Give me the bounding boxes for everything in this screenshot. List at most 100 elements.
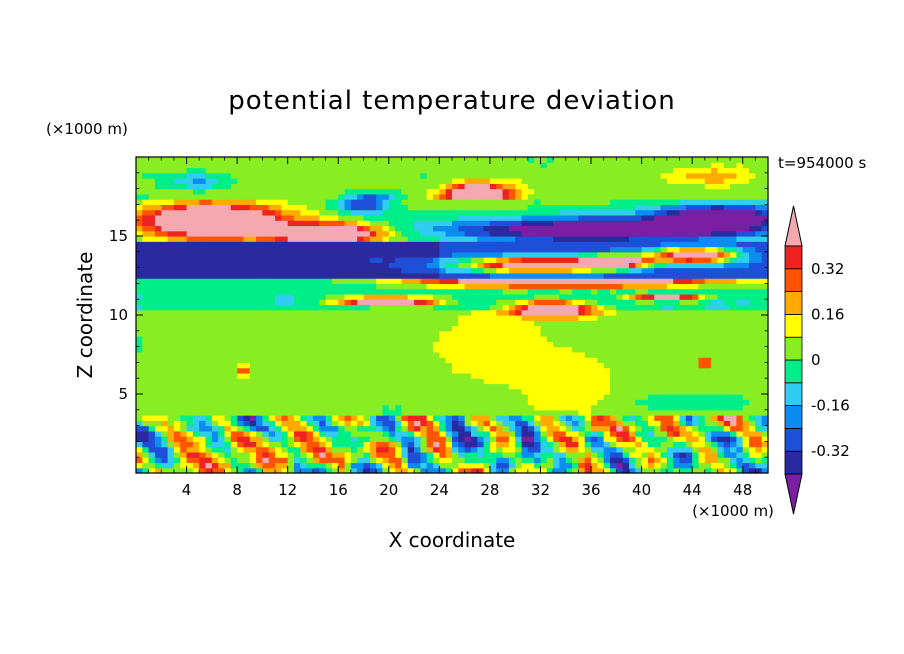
heatmap-cell <box>647 188 655 195</box>
heatmap-cell <box>211 462 219 469</box>
heatmap-cell <box>306 409 314 416</box>
heatmap-cell <box>142 220 150 227</box>
heatmap-cell <box>534 304 542 311</box>
heatmap-cell <box>173 404 181 411</box>
heatmap-cell <box>584 199 592 205</box>
heatmap-cell <box>218 404 226 411</box>
heatmap-cell <box>344 283 352 290</box>
heatmap-cell <box>388 330 396 337</box>
heatmap-cell <box>433 372 440 379</box>
heatmap-cell <box>294 430 301 437</box>
heatmap-cell <box>256 299 263 306</box>
heatmap-cell <box>654 367 662 374</box>
heatmap-cell <box>262 394 270 400</box>
heatmap-cell <box>319 399 327 406</box>
heatmap-cell <box>350 320 358 327</box>
heatmap-cell <box>534 467 542 474</box>
heatmap-cell <box>357 293 365 300</box>
heatmap-cell <box>584 457 592 464</box>
heatmap-cell <box>616 388 624 395</box>
heatmap-cell <box>647 409 655 416</box>
heatmap-cell <box>584 193 592 200</box>
heatmap-cell <box>262 162 270 169</box>
heatmap-cell <box>230 415 238 421</box>
heatmap-cell <box>508 257 516 263</box>
heatmap-cell <box>281 193 289 200</box>
heatmap-cell <box>256 320 263 327</box>
heatmap-cell <box>597 236 605 242</box>
heatmap-cell <box>199 330 207 337</box>
heatmap-cell <box>515 193 523 200</box>
heatmap-cell <box>508 415 516 421</box>
heatmap-cell <box>603 188 611 195</box>
heatmap-cell <box>521 425 529 432</box>
heatmap-cell <box>173 336 181 342</box>
heatmap-cell <box>287 299 295 306</box>
heatmap-cell <box>395 325 403 332</box>
heatmap-cell <box>224 425 232 432</box>
heatmap-cell <box>186 320 194 327</box>
heatmap-cell <box>483 183 491 190</box>
heatmap-cell <box>483 394 491 400</box>
heatmap-cell <box>287 351 295 358</box>
heatmap-cell <box>452 383 459 390</box>
heatmap-cell <box>186 446 194 453</box>
heatmap-cell <box>192 309 200 316</box>
heatmap-cell <box>496 204 504 211</box>
heatmap-cell <box>388 188 396 195</box>
heatmap-cell <box>287 167 295 174</box>
heatmap-cell <box>344 304 352 311</box>
heatmap-cell <box>515 341 523 348</box>
heatmap-cell <box>414 399 421 406</box>
heatmap-cell <box>546 162 554 169</box>
heatmap-cell <box>635 436 643 442</box>
heatmap-cell <box>148 288 156 295</box>
heatmap-cell <box>256 451 263 458</box>
heatmap-cell <box>312 341 320 348</box>
heatmap-cell <box>496 178 504 184</box>
heatmap-cell <box>331 288 339 295</box>
heatmap-cell <box>211 415 219 421</box>
heatmap-cell <box>256 383 263 390</box>
heatmap-cell <box>483 367 491 374</box>
heatmap-cell <box>458 309 466 316</box>
heatmap-cell <box>527 467 535 474</box>
heatmap-cell <box>376 267 384 274</box>
heatmap-cell <box>508 457 516 464</box>
heatmap-cell <box>565 467 573 474</box>
heatmap-cell <box>647 167 655 174</box>
heatmap-cell <box>407 420 415 427</box>
heatmap-cell <box>199 304 207 311</box>
heatmap-cell <box>559 315 567 321</box>
heatmap-cell <box>230 257 238 263</box>
heatmap-cell <box>420 451 428 458</box>
heatmap-cell <box>521 225 529 232</box>
heatmap-cell <box>306 157 314 163</box>
heatmap-cell <box>350 415 358 421</box>
heatmap-cell <box>515 325 523 332</box>
heatmap-cell <box>470 236 478 242</box>
heatmap-cell <box>489 188 497 195</box>
heatmap-cell <box>363 462 371 469</box>
heatmap-cell <box>268 199 276 205</box>
heatmap-cell <box>395 357 403 363</box>
heatmap-cell <box>610 309 617 316</box>
heatmap-cell <box>300 251 308 258</box>
heatmap-cell <box>281 225 289 232</box>
heatmap-cell <box>186 436 194 442</box>
heatmap-cell <box>325 336 333 342</box>
heatmap-cell <box>654 425 662 432</box>
heatmap-cell <box>445 315 453 321</box>
heatmap-cell <box>268 267 276 274</box>
heatmap-cell <box>331 362 339 369</box>
heatmap-cell <box>256 457 263 464</box>
heatmap-cell <box>338 172 346 179</box>
heatmap-cell <box>173 399 181 406</box>
heatmap-cell <box>268 346 276 353</box>
heatmap-cell <box>426 436 434 442</box>
heatmap-cell <box>357 183 365 190</box>
heatmap-cell <box>553 441 561 448</box>
heatmap-cell <box>610 362 617 369</box>
heatmap-cell <box>262 209 270 216</box>
heatmap-cell <box>521 162 529 169</box>
